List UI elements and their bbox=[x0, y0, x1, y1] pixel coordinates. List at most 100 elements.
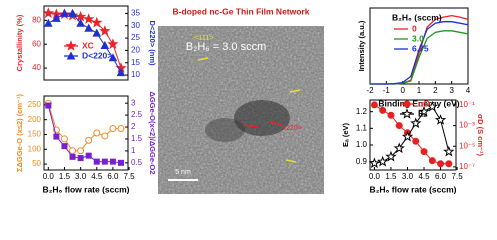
marker bbox=[101, 158, 108, 165]
y-tick-label: 0.9 bbox=[356, 157, 368, 166]
marker bbox=[85, 152, 92, 159]
marker bbox=[426, 100, 438, 112]
y2-tick-label: 1 bbox=[131, 146, 136, 155]
marker bbox=[377, 155, 389, 167]
marker bbox=[91, 16, 103, 28]
y2-tick-label: 35 bbox=[131, 9, 140, 18]
x-axis-label: Binding Energy (eV) bbox=[378, 98, 459, 108]
marker bbox=[77, 147, 85, 155]
marker bbox=[69, 147, 77, 155]
marker bbox=[401, 130, 414, 142]
marker bbox=[100, 40, 110, 49]
x-tick-label: 7.5 bbox=[124, 172, 136, 181]
fringe-marker bbox=[289, 89, 301, 93]
series-line bbox=[374, 105, 450, 164]
legend-label: 6.75 bbox=[412, 43, 429, 53]
x-tick-label: 2 bbox=[433, 86, 438, 95]
y-tick-label: 250 bbox=[28, 100, 42, 109]
marker bbox=[45, 102, 52, 109]
x-tick-label: 0 bbox=[400, 86, 405, 95]
x-tick-label: -1 bbox=[383, 86, 391, 95]
marker bbox=[428, 157, 436, 165]
y2-tick-label: 10⁻⁷ bbox=[459, 162, 475, 171]
legend-label: D<220> bbox=[82, 50, 112, 60]
marker bbox=[68, 8, 77, 17]
y2-axis-label: ΔGGe-O(x<2)/ΔGGe-O2 bbox=[148, 91, 157, 174]
marker bbox=[83, 13, 95, 24]
marker bbox=[385, 150, 397, 162]
marker bbox=[60, 8, 69, 17]
y2-axis-label: D<220> (nm) bbox=[148, 20, 157, 66]
annotation: <111> bbox=[195, 35, 214, 42]
tem-dark-region bbox=[205, 118, 245, 142]
x-axis-label: B₂H₆ flow rate (sccm) bbox=[43, 184, 130, 194]
marker bbox=[387, 111, 395, 119]
marker bbox=[403, 100, 411, 108]
y2-tick-label: 0.5 bbox=[131, 158, 143, 167]
marker bbox=[393, 142, 405, 154]
marker bbox=[108, 53, 118, 62]
y2-tick-label: 25 bbox=[131, 33, 140, 42]
marker bbox=[410, 117, 422, 129]
y2-tick-label: 10⁻⁵ bbox=[459, 141, 475, 150]
marker bbox=[395, 122, 403, 130]
y2-tick-label: 30 bbox=[131, 21, 140, 30]
y-axis-label: Crystallinity (%) bbox=[15, 14, 24, 71]
y-tick-label: 1.2 bbox=[356, 107, 368, 116]
fringe-marker bbox=[197, 57, 209, 61]
legend-label: Eₐ bbox=[418, 108, 428, 118]
legend-label: 0 bbox=[412, 23, 417, 33]
x-tick-label: 0.0 bbox=[369, 172, 381, 181]
y-tick-label: 1.0 bbox=[356, 140, 368, 149]
x-tick-label: 3 bbox=[449, 86, 454, 95]
annotation: <220> bbox=[282, 125, 302, 132]
y-tick-label: 40 bbox=[32, 63, 41, 72]
legend-label: XC bbox=[82, 40, 94, 50]
y2-tick-label: 10⁻³ bbox=[459, 121, 475, 130]
marker bbox=[61, 143, 68, 150]
marker bbox=[60, 135, 68, 143]
series-line bbox=[370, 21, 469, 85]
x-tick-label: 1 bbox=[417, 86, 422, 95]
image-title: B-doped nc-Ge Thin Film Network bbox=[173, 6, 310, 16]
y-axis-label: ΣΔGGe-O (x≤2) (cm⁻¹) bbox=[15, 94, 24, 172]
marker bbox=[43, 18, 53, 27]
x-tick-label: 3.0 bbox=[402, 172, 414, 181]
series-line bbox=[47, 105, 122, 164]
marker bbox=[443, 145, 455, 157]
marker bbox=[84, 23, 94, 32]
marker bbox=[116, 68, 126, 77]
marker bbox=[109, 125, 117, 133]
marker bbox=[118, 159, 124, 166]
y-axis-label: Intensity (a.u.) bbox=[357, 20, 366, 71]
marker bbox=[52, 13, 61, 22]
marker bbox=[99, 25, 111, 36]
image-label: B₂H₆ = 3.0 sccm bbox=[186, 41, 267, 53]
tem-dark-region bbox=[234, 100, 290, 136]
marker bbox=[74, 10, 87, 22]
x-tick-label: 4.5 bbox=[91, 172, 103, 181]
y2-tick-label: 2 bbox=[131, 122, 136, 131]
marker bbox=[117, 125, 125, 133]
y2-tick-label: 10 bbox=[131, 70, 140, 79]
marker bbox=[412, 137, 420, 145]
x-tick-label: 4 bbox=[466, 86, 471, 95]
legend-label: σD bbox=[418, 98, 430, 108]
y2-tick-label: 2.5 bbox=[131, 110, 143, 119]
marker bbox=[77, 155, 84, 162]
y-tick-label: 100 bbox=[28, 144, 42, 153]
marker bbox=[93, 129, 101, 137]
x-tick-label: 6.0 bbox=[435, 172, 447, 181]
y2-axis-label: σD (S cm⁻¹) bbox=[476, 114, 485, 157]
x-axis-label: B₂H₆ flow rate (sccm) bbox=[370, 184, 457, 194]
plot-frame bbox=[369, 99, 457, 171]
marker bbox=[107, 38, 119, 49]
x-tick-label: 1.5 bbox=[59, 172, 71, 181]
plot-frame bbox=[43, 95, 129, 171]
y2-tick-label: 1.5 bbox=[131, 134, 143, 143]
marker bbox=[379, 106, 387, 114]
y-tick-label: 50 bbox=[32, 159, 41, 168]
y2-tick-label: 3 bbox=[131, 98, 136, 107]
y2-tick-label: 15 bbox=[131, 58, 140, 67]
marker bbox=[370, 101, 378, 109]
